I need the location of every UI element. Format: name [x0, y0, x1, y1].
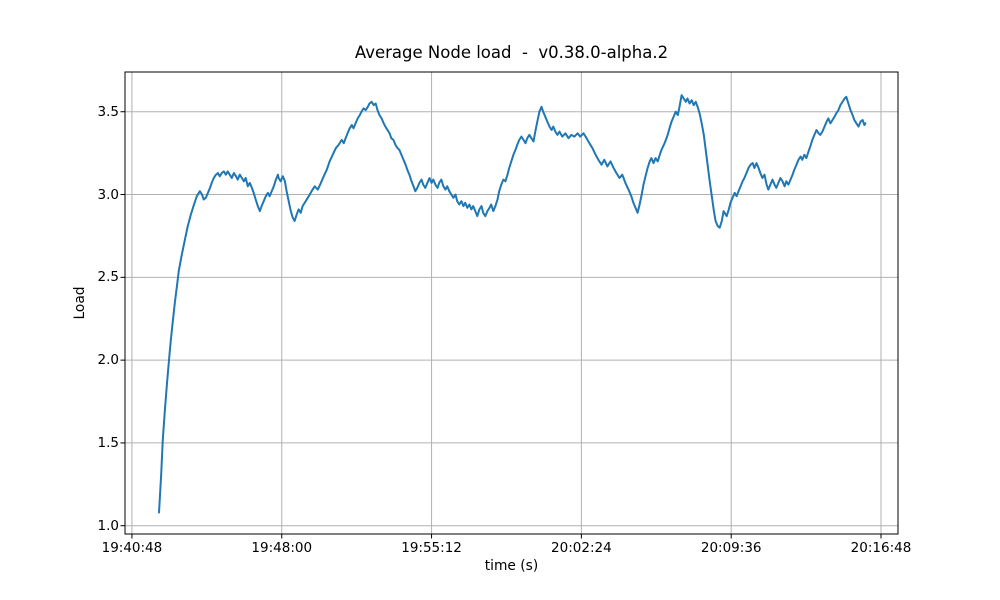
- y-tick-label: 1.0: [97, 517, 119, 534]
- y-tick-label: 1.5: [97, 434, 119, 451]
- y-tick-label: 2.5: [97, 269, 119, 286]
- load-series-line: [158, 94, 867, 514]
- axes-frame: [124, 71, 899, 535]
- x-axis-label: time (s): [484, 558, 539, 574]
- y-tick-label: 2.0: [97, 352, 119, 369]
- x-tick-label: 20:09:36: [700, 540, 762, 556]
- x-tick-label: 19:48:00: [251, 540, 313, 556]
- chart-title: Average Node load - v0.38.0-alpha.2: [354, 43, 669, 62]
- y-tick-label: 3.5: [97, 103, 119, 120]
- x-tick-label: 20:02:24: [551, 540, 612, 556]
- x-tick-label: 19:40:48: [101, 540, 163, 556]
- x-tick-label: 19:55:12: [401, 540, 462, 556]
- y-tick-label: 3.0: [97, 186, 119, 203]
- x-tick-label: 20:16:48: [850, 540, 912, 556]
